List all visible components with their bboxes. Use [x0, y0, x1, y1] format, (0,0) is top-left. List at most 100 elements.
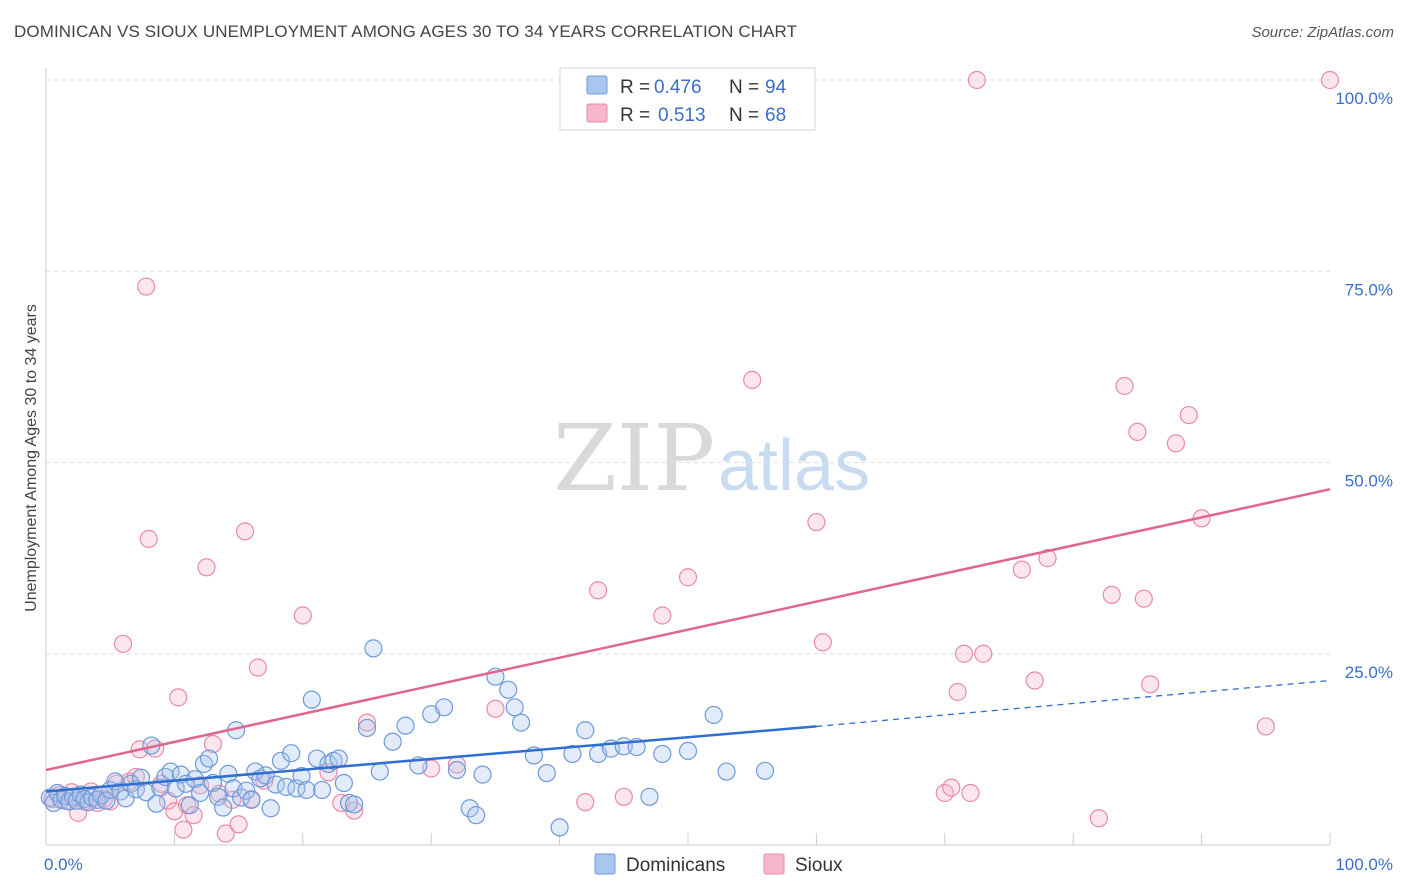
sioux-point: [1320, 70, 1340, 90]
dominican-point: [537, 763, 556, 783]
sioux-point: [813, 633, 832, 652]
sioux-point: [678, 568, 698, 587]
sioux-point: [216, 824, 235, 843]
dominican-point: [434, 698, 454, 717]
sioux-point: [589, 581, 608, 600]
sioux-point: [743, 370, 762, 389]
dominican-point: [180, 796, 199, 815]
dominican-point: [460, 799, 479, 818]
dominican-point: [256, 766, 275, 785]
dominican-trend-extension: [816, 679, 1331, 728]
dominican-point: [370, 762, 389, 781]
dominican-point: [190, 783, 210, 803]
grid: [46, 79, 1330, 655]
sioux-point: [954, 644, 974, 663]
watermark-zip: ZIP: [553, 405, 715, 512]
sioux-trend-line: [45, 488, 1331, 772]
y-tick-label-3: 100.0%: [1335, 89, 1393, 108]
axes: [45, 68, 1331, 846]
sioux-point: [1134, 589, 1153, 608]
dominican-point: [640, 787, 659, 806]
sioux-point: [967, 70, 987, 90]
legend-n-label-dominicans: N =: [729, 77, 759, 98]
trend-lines: [45, 488, 1331, 793]
dominican-point: [297, 780, 316, 800]
sioux-point: [197, 558, 216, 577]
series-legend-label-dominicans: Dominicans: [626, 855, 725, 876]
series-legend-swatch-dominicans: [594, 853, 616, 875]
legend-r-label-sioux: R =: [620, 105, 650, 126]
dominican-point: [194, 754, 214, 774]
sioux-point: [1038, 549, 1057, 568]
dominican-point: [261, 799, 280, 818]
dominican-point: [653, 744, 672, 764]
sioux-point: [807, 513, 826, 532]
y-tick-label-2: 75.0%: [1345, 280, 1393, 299]
sioux-point: [184, 806, 203, 825]
dominican-trend-line: [45, 725, 817, 793]
dominican-point: [208, 787, 228, 806]
dominican-point: [511, 713, 531, 732]
dominican-point: [467, 806, 486, 825]
series-legend: Dominicans Sioux: [594, 853, 843, 876]
dominican-point: [755, 761, 775, 780]
source-label: Source: ZipAtlas.com: [1251, 24, 1394, 41]
sioux-point: [974, 644, 993, 663]
dominican-point: [396, 716, 415, 735]
sioux-point: [1115, 376, 1134, 396]
sioux-point: [1128, 422, 1147, 441]
dominican-point: [282, 744, 301, 763]
dominican-point: [292, 767, 311, 786]
sioux-point: [614, 787, 633, 806]
dominican-point: [345, 795, 364, 814]
y-tick-label-1: 50.0%: [1345, 472, 1393, 491]
sioux-point: [948, 682, 967, 702]
dominican-point: [312, 780, 332, 800]
dominican-point: [237, 781, 256, 800]
sioux-point: [235, 522, 255, 541]
sioux-point: [248, 658, 267, 677]
sioux-point: [1256, 717, 1275, 736]
dominican-point: [704, 705, 723, 725]
stats-legend: R = 0.476 N = 94 R = 0.513 N = 68: [559, 67, 816, 131]
sioux-point: [942, 778, 961, 797]
dominican-point: [329, 749, 348, 768]
dominican-point: [383, 732, 402, 751]
dominican-point: [214, 798, 233, 817]
sioux-point: [486, 699, 505, 718]
legend-r-label-dominicans: R =: [620, 77, 650, 98]
dominican-point: [678, 741, 698, 761]
series-legend-label-sioux: Sioux: [795, 855, 843, 876]
sioux-point: [113, 634, 133, 653]
sioux-point: [203, 734, 223, 754]
sioux-point: [169, 688, 188, 707]
legend-swatch-dominicans: [586, 75, 608, 95]
dominican-point: [576, 721, 595, 740]
legend-n-value-sioux: 68: [765, 105, 786, 126]
watermark-atlas: atlas: [718, 426, 870, 506]
sioux-point: [653, 606, 672, 625]
sioux-point: [293, 606, 312, 625]
dominican-point: [717, 762, 736, 781]
dominican-point: [357, 718, 377, 738]
sioux-point: [1089, 809, 1108, 828]
dominican-point: [302, 690, 321, 709]
y-tick-label-0: 25.0%: [1345, 663, 1393, 682]
dominican-point: [199, 749, 219, 768]
dominican-point: [563, 744, 582, 764]
sioux-point: [137, 277, 156, 296]
sioux-point: [1025, 671, 1044, 690]
x-tick-label-0: 0.0%: [44, 855, 83, 874]
dominican-point: [447, 760, 466, 780]
sioux-point: [1179, 405, 1198, 425]
sioux-point: [1166, 434, 1186, 453]
sioux-point: [139, 529, 158, 549]
dominican-points: [40, 639, 775, 837]
watermark: ZIP atlas: [553, 405, 870, 512]
dominican-point: [334, 773, 353, 793]
dominican-point: [505, 698, 524, 717]
dominican-point: [97, 791, 116, 810]
legend-swatch-sioux: [586, 103, 608, 123]
dominican-point: [550, 818, 569, 837]
